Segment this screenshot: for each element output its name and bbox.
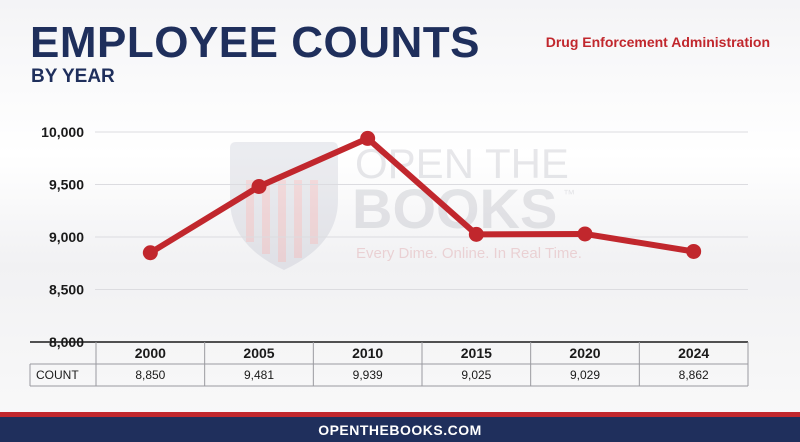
shield-stripe: [278, 180, 286, 262]
shield-logo-icon: [230, 142, 338, 270]
watermark-trademark: ™: [563, 187, 575, 201]
y-tick-label: 9,500: [49, 177, 84, 193]
table-value: 8,862: [679, 368, 709, 382]
footer-url-link[interactable]: OPENTHEBOOKS.COM: [318, 421, 482, 438]
x-category-label: 2010: [352, 345, 383, 361]
y-tick-label: 9,000: [49, 229, 84, 245]
table-value: 9,481: [244, 368, 274, 382]
data-point: [360, 130, 376, 146]
table-value: 9,029: [570, 368, 600, 382]
footer-bar: OPENTHEBOOKS.COM: [0, 417, 800, 442]
watermark-brand-line1: OPEN THE: [355, 140, 569, 187]
shield-stripe: [262, 180, 270, 254]
data-point: [251, 178, 267, 194]
series-line: [147, 135, 697, 256]
shield-stripe: [294, 180, 302, 258]
x-category-label: 2015: [461, 345, 492, 361]
data-point: [686, 243, 702, 259]
y-gridlines: [95, 131, 748, 290]
line-chart: OPEN THE BOOKS ™ Every Dime. Online. In …: [29, 124, 749, 387]
watermark-brand-line2: BOOKS: [352, 177, 557, 240]
data-point: [468, 226, 484, 242]
y-tick-label: 8,500: [49, 282, 84, 298]
table-value: 9,025: [461, 368, 491, 382]
x-category-label: 2005: [243, 345, 274, 361]
chart-subtitle: BY YEAR: [31, 66, 115, 87]
data-table: COUNT 2000 8,850 2005 9,481 2010 9,939 2015 9,02…: [29, 341, 749, 387]
table-value: 9,939: [353, 368, 383, 382]
x-category-label: 2020: [569, 345, 600, 361]
data-point: [577, 226, 593, 242]
footer-red-stripe: [0, 412, 800, 417]
y-tick-label: 10,000: [41, 124, 84, 140]
watermark-tagline: Every Dime. Online. In Real Time.: [356, 245, 582, 262]
x-category-label: 2024: [678, 345, 709, 361]
table-value: 8,850: [135, 368, 165, 382]
shield-stripe: [246, 180, 254, 242]
watermark: OPEN THE BOOKS ™ Every Dime. Online. In …: [230, 140, 582, 270]
agency-name: Drug Enforcement Administration: [545, 34, 770, 50]
shield-stripe: [310, 180, 318, 244]
x-category-label: 2000: [135, 345, 166, 361]
series-count: [142, 130, 702, 261]
data-point: [142, 245, 158, 261]
chart-title: EMPLOYEE COUNTS: [30, 18, 480, 67]
table-row-label: COUNT: [36, 368, 79, 382]
